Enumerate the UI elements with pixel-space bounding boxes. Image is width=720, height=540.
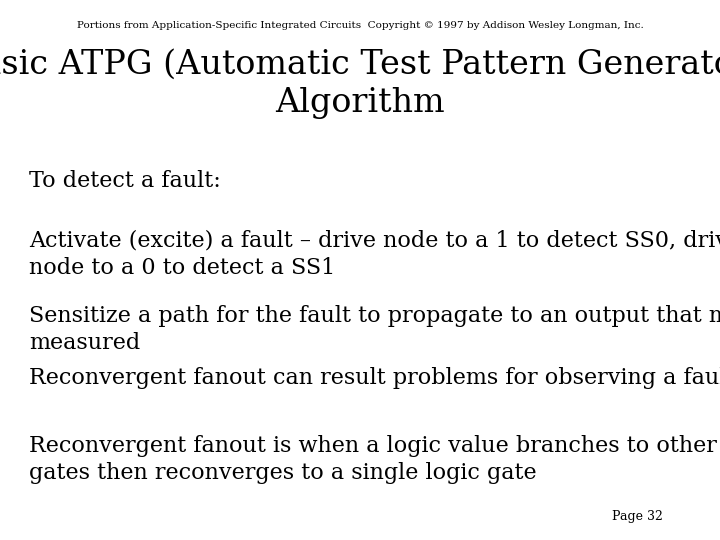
Text: Reconvergent fanout is when a logic value branches to other logic
gates then rec: Reconvergent fanout is when a logic valu… [29,435,720,484]
Text: Basic ATPG (Automatic Test Pattern Generator)
Algorithm: Basic ATPG (Automatic Test Pattern Gener… [0,49,720,119]
Text: To detect a fault:: To detect a fault: [29,170,220,192]
Text: Reconvergent fanout can result problems for observing a fault.: Reconvergent fanout can result problems … [29,367,720,389]
Text: Portions from Application-Specific Integrated Circuits  Copyright © 1997 by Addi: Portions from Application-Specific Integ… [76,21,644,30]
Text: Page 32: Page 32 [611,510,662,523]
Text: Activate (excite) a fault – drive node to a 1 to detect SS0, drive
node to a 0 t: Activate (excite) a fault – drive node t… [29,230,720,279]
Text: Sensitize a path for the fault to propagate to an output that may be
measured: Sensitize a path for the fault to propag… [29,305,720,354]
